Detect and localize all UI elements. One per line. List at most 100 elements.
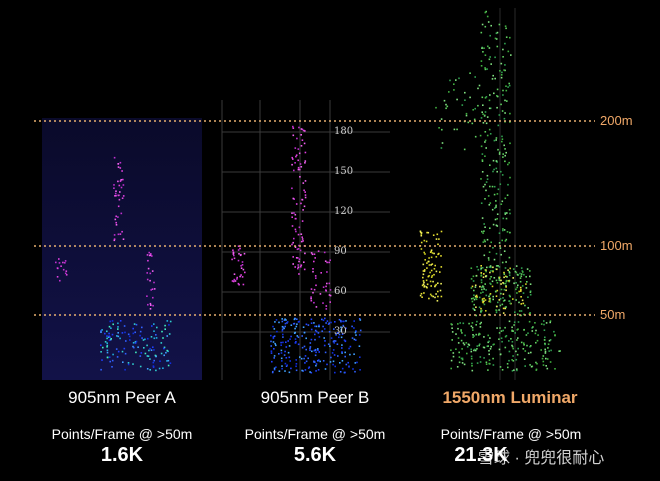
point: [506, 100, 508, 102]
point: [496, 225, 499, 227]
point: [106, 351, 109, 354]
point: [487, 341, 489, 344]
point: [483, 47, 485, 49]
point: [358, 318, 361, 320]
point: [347, 361, 349, 364]
point: [325, 308, 328, 310]
point: [481, 160, 484, 162]
point: [445, 107, 447, 110]
point: [479, 323, 481, 325]
point: [353, 320, 355, 322]
point: [495, 200, 497, 202]
point: [430, 264, 432, 266]
point: [490, 24, 492, 27]
point: [340, 336, 343, 339]
point: [286, 321, 289, 323]
point: [146, 254, 149, 256]
point: [328, 331, 331, 333]
point: [327, 323, 330, 325]
point: [284, 322, 287, 325]
point: [153, 337, 156, 340]
point: [312, 270, 314, 273]
point: [506, 212, 508, 214]
point: [504, 335, 507, 338]
point: [500, 203, 503, 205]
point: [56, 276, 59, 278]
point: [492, 295, 494, 298]
point: [359, 369, 361, 371]
point: [468, 344, 471, 346]
point: [473, 118, 476, 121]
point: [297, 166, 300, 169]
point: [484, 25, 487, 28]
point: [300, 233, 303, 235]
point: [324, 351, 327, 354]
point: [498, 276, 501, 279]
point: [520, 290, 522, 292]
point: [304, 162, 306, 164]
point: [239, 275, 241, 278]
point: [484, 183, 486, 186]
point: [546, 358, 549, 360]
point: [503, 288, 506, 291]
point: [348, 366, 350, 368]
point: [139, 334, 141, 337]
point: [122, 178, 124, 181]
point: [314, 329, 317, 332]
panel-a-points: [100, 320, 172, 372]
point: [434, 285, 436, 288]
point: [529, 312, 531, 314]
point: [433, 252, 435, 255]
point: [301, 238, 304, 240]
point: [433, 268, 436, 270]
point: [294, 147, 297, 149]
point: [291, 187, 293, 190]
point: [300, 240, 303, 243]
point: [303, 331, 306, 334]
point: [332, 349, 335, 351]
point: [295, 203, 298, 205]
range-label-100m: 100m: [600, 238, 633, 253]
point: [343, 320, 345, 323]
point: [338, 333, 341, 336]
point: [128, 335, 131, 338]
point: [117, 328, 119, 330]
point: [500, 62, 503, 65]
point: [508, 300, 511, 302]
point: [270, 350, 273, 352]
point: [278, 353, 280, 355]
point: [109, 360, 111, 363]
point: [135, 323, 138, 326]
point: [498, 338, 500, 340]
point: [514, 311, 516, 313]
point: [344, 371, 346, 374]
point: [119, 337, 121, 340]
point: [503, 69, 505, 71]
point: [313, 349, 316, 352]
point: [440, 266, 443, 268]
point: [483, 346, 486, 349]
point: [310, 297, 312, 300]
point: [281, 328, 284, 331]
point: [485, 10, 487, 13]
point: [544, 342, 546, 345]
point: [455, 79, 457, 81]
point: [511, 329, 513, 332]
point: [481, 111, 483, 113]
point: [498, 332, 501, 334]
point: [486, 178, 489, 180]
point: [469, 72, 471, 74]
point: [106, 356, 109, 359]
point: [501, 239, 503, 242]
point: [458, 356, 461, 358]
point: [488, 266, 491, 268]
point: [349, 345, 352, 348]
point: [119, 161, 122, 164]
point: [333, 354, 336, 356]
point: [422, 276, 424, 279]
point: [502, 156, 504, 158]
point: [310, 288, 313, 290]
point: [511, 370, 514, 372]
point: [485, 310, 487, 312]
point: [326, 282, 328, 285]
